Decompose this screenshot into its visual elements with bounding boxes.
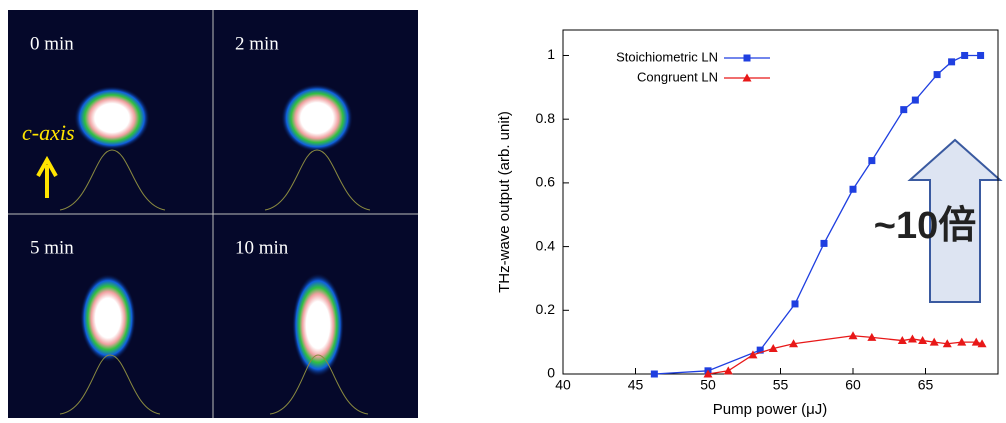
y-tick-label: 0.2 xyxy=(536,301,556,317)
profile xyxy=(264,149,371,211)
x-tick-label: 45 xyxy=(628,377,644,393)
marker xyxy=(897,336,907,345)
x-tick-label: 60 xyxy=(845,377,861,393)
marker xyxy=(900,106,908,114)
marker xyxy=(948,58,956,66)
panel-label: 10 min xyxy=(235,237,289,258)
panel-label: 2 min xyxy=(235,33,279,54)
axis-label: c-axis xyxy=(22,120,75,145)
panel-label: 5 min xyxy=(30,237,74,258)
image-grid: 0 min 2 min 5 min 10 min c-axis xyxy=(8,10,418,418)
profile xyxy=(59,354,161,415)
profile xyxy=(269,354,369,415)
annotation-arrow xyxy=(907,138,1003,303)
marker xyxy=(907,334,917,343)
y-axis-label: THz-wave output (arb. unit) xyxy=(496,111,513,293)
marker xyxy=(933,71,941,79)
marker xyxy=(961,51,969,59)
marker xyxy=(791,300,799,308)
axis-arrow xyxy=(36,155,58,198)
y-tick-label: 1 xyxy=(547,46,555,62)
marker xyxy=(977,51,985,59)
legend-marker xyxy=(743,54,751,62)
marker xyxy=(703,369,713,378)
marker xyxy=(867,332,877,341)
marker xyxy=(957,337,967,346)
beam-spot xyxy=(74,86,150,150)
annotation: ~10倍 xyxy=(874,205,976,247)
marker xyxy=(977,339,987,348)
marker xyxy=(789,339,799,348)
marker xyxy=(849,185,857,193)
x-axis-label: Pump power (μJ) xyxy=(713,401,828,418)
beam-spot xyxy=(80,274,136,362)
marker xyxy=(748,350,758,359)
legend-label: Congruent LN xyxy=(637,69,718,84)
marker xyxy=(650,370,658,378)
profile xyxy=(59,149,166,211)
marker xyxy=(971,337,981,346)
marker xyxy=(768,344,778,353)
x-tick-label: 65 xyxy=(918,377,934,393)
x-tick-label: 55 xyxy=(773,377,789,393)
panel-label: 0 min xyxy=(30,33,74,54)
marker xyxy=(756,346,764,354)
marker xyxy=(848,331,858,340)
marker xyxy=(868,157,876,165)
y-tick-label: 0.6 xyxy=(536,174,556,190)
marker xyxy=(942,339,952,348)
legend-label: Stoichiometric LN xyxy=(616,49,718,64)
y-tick-label: 0 xyxy=(547,365,555,381)
beam-spot xyxy=(281,84,353,152)
beam-spot xyxy=(292,273,344,377)
marker xyxy=(820,239,828,247)
x-tick-label: 40 xyxy=(555,377,571,393)
marker xyxy=(929,337,939,346)
x-tick-label: 50 xyxy=(700,377,716,393)
y-tick-label: 0.4 xyxy=(536,237,556,253)
chart: THz-wave output (arb. unit) Pump power (… xyxy=(496,29,1003,418)
y-tick-label: 0.8 xyxy=(536,110,556,126)
marker xyxy=(918,336,928,345)
marker xyxy=(911,96,919,104)
marker xyxy=(723,366,733,375)
legend-marker xyxy=(742,73,752,82)
